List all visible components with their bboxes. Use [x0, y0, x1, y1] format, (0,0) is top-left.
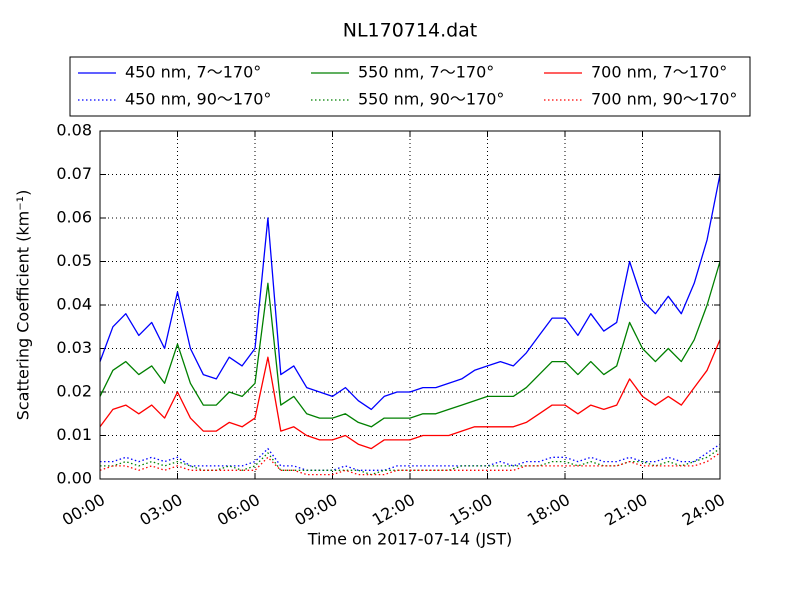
- series-line: [100, 448, 721, 476]
- chart-title: NL170714.dat: [343, 20, 478, 42]
- legend-label: 450 nm, 90～170°: [125, 90, 271, 109]
- legend-label: 550 nm, 7～170°: [358, 63, 494, 82]
- plot-frame: [99, 130, 721, 480]
- y-tick-label: 0.05: [56, 251, 92, 270]
- y-tick-label: 0.07: [56, 164, 92, 183]
- legend-label: 700 nm, 90～170°: [591, 90, 737, 109]
- y-tick-label: 0.04: [56, 295, 92, 314]
- series-line: [99, 174, 721, 411]
- legend-label: 550 nm, 90～170°: [358, 90, 504, 109]
- series-line: [99, 339, 721, 450]
- legend-label: 450 nm, 7～170°: [125, 63, 261, 82]
- y-tick-label: 0.08: [56, 121, 92, 140]
- y-tick-label: 0.01: [56, 425, 92, 444]
- y-axis-label: Scattering Coefficient (km⁻¹): [14, 190, 33, 421]
- x-axis-label: Time on 2017-07-14 (JST): [307, 530, 512, 549]
- series-line: [99, 261, 721, 428]
- legend-box: [69, 56, 751, 117]
- y-tick-label: 0.00: [56, 469, 92, 488]
- y-tick-label: 0.02: [56, 382, 92, 401]
- series-line: [100, 443, 721, 471]
- legend-label: 700 nm, 7～170°: [591, 63, 727, 82]
- y-tick-label: 0.06: [56, 208, 92, 227]
- y-tick-label: 0.03: [56, 338, 92, 357]
